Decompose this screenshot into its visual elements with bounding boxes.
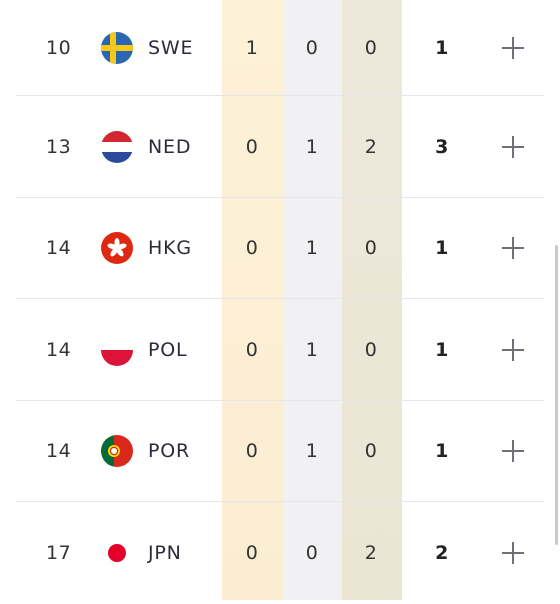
expand-plus-icon[interactable] bbox=[498, 132, 528, 162]
total-count: 1 bbox=[435, 338, 449, 361]
country-code: POL bbox=[148, 338, 188, 361]
country-code: HKG bbox=[148, 237, 192, 260]
bronze-count: 0 bbox=[364, 237, 378, 260]
gold-count: 0 bbox=[245, 541, 259, 564]
table-row[interactable]: 14 POR 0 1 0 1 bbox=[0, 401, 560, 503]
country-code: SWE bbox=[148, 37, 194, 59]
expand-plus-icon[interactable] bbox=[498, 436, 528, 466]
silver-count: 1 bbox=[305, 440, 319, 463]
poland-flag-icon bbox=[101, 333, 133, 366]
silver-count: 0 bbox=[305, 37, 319, 59]
bronze-count: 0 bbox=[364, 338, 378, 361]
gold-count: 0 bbox=[245, 440, 259, 463]
silver-count: 1 bbox=[305, 237, 319, 260]
gold-count: 0 bbox=[245, 338, 259, 361]
rank: 10 bbox=[46, 37, 72, 59]
hong-kong-flag-icon bbox=[101, 232, 133, 265]
total-count: 1 bbox=[435, 237, 449, 260]
bronze-column-background bbox=[342, 0, 402, 600]
table-row[interactable]: 13 NED 0 1 2 3 bbox=[0, 96, 560, 198]
table-row[interactable]: 14 POL 0 1 0 1 bbox=[0, 299, 560, 401]
table-row[interactable]: 17 JPN 0 0 2 2 bbox=[0, 502, 560, 604]
country-code: POR bbox=[148, 440, 191, 463]
total-count: 1 bbox=[435, 37, 449, 59]
rank: 14 bbox=[46, 440, 72, 463]
expand-plus-icon[interactable] bbox=[498, 33, 528, 63]
total-count: 3 bbox=[435, 135, 449, 158]
expand-plus-icon[interactable] bbox=[498, 233, 528, 263]
japan-flag-icon bbox=[101, 536, 133, 569]
country-code: JPN bbox=[148, 541, 182, 564]
silver-column-background bbox=[283, 0, 342, 600]
silver-count: 1 bbox=[305, 338, 319, 361]
sweden-flag-icon bbox=[101, 32, 133, 64]
rank: 17 bbox=[46, 541, 72, 564]
total-count: 2 bbox=[435, 541, 449, 564]
bronze-count: 0 bbox=[364, 37, 378, 59]
silver-count: 0 bbox=[305, 541, 319, 564]
gold-count: 0 bbox=[245, 237, 259, 260]
expand-plus-icon[interactable] bbox=[498, 538, 528, 568]
bronze-count: 2 bbox=[364, 541, 378, 564]
rank: 14 bbox=[46, 237, 72, 260]
country-code: NED bbox=[148, 135, 192, 158]
bronze-count: 0 bbox=[364, 440, 378, 463]
total-count: 1 bbox=[435, 440, 449, 463]
gold-count: 0 bbox=[245, 135, 259, 158]
silver-count: 1 bbox=[305, 135, 319, 158]
gold-count: 1 bbox=[245, 37, 259, 59]
gold-column-background bbox=[222, 0, 283, 600]
expand-plus-icon[interactable] bbox=[498, 335, 528, 365]
scrollbar[interactable] bbox=[555, 245, 558, 545]
netherlands-flag-icon bbox=[101, 130, 133, 163]
table-row[interactable]: 10 SWE 1 0 0 1 bbox=[0, 0, 560, 96]
rank: 14 bbox=[46, 338, 72, 361]
bronze-count: 2 bbox=[364, 135, 378, 158]
portugal-flag-icon bbox=[101, 435, 133, 468]
rank: 13 bbox=[46, 135, 72, 158]
table-row[interactable]: 14 HKG 0 1 0 1 bbox=[0, 198, 560, 300]
